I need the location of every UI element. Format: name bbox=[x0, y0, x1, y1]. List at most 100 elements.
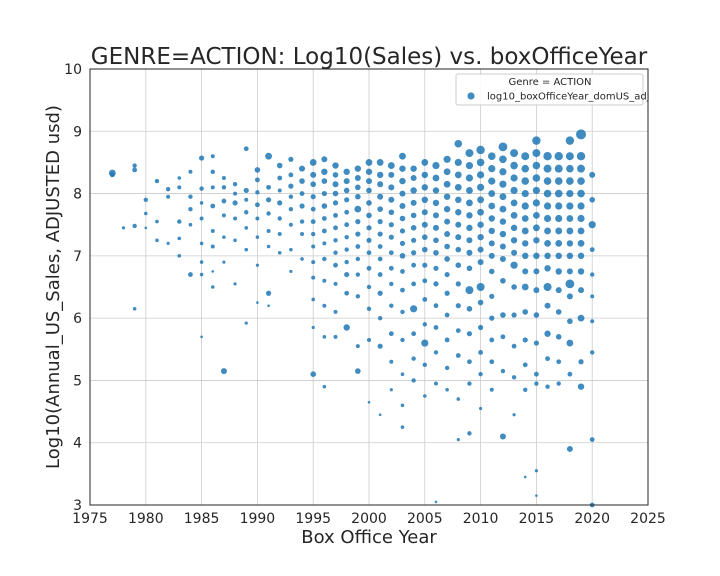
data-point bbox=[478, 372, 483, 377]
data-point bbox=[300, 257, 304, 261]
data-point bbox=[455, 209, 462, 216]
data-point bbox=[444, 337, 450, 343]
data-point bbox=[221, 185, 227, 190]
data-point bbox=[532, 149, 541, 158]
data-point bbox=[388, 222, 394, 228]
data-point bbox=[411, 237, 417, 243]
data-point bbox=[255, 177, 260, 183]
data-point bbox=[488, 190, 496, 197]
data-point bbox=[543, 189, 552, 198]
data-point bbox=[499, 433, 506, 440]
data-point bbox=[310, 371, 317, 378]
data-point bbox=[288, 206, 294, 212]
data-point bbox=[454, 183, 462, 191]
data-point bbox=[200, 335, 203, 339]
data-point bbox=[432, 212, 439, 219]
data-point bbox=[421, 221, 428, 228]
data-point bbox=[422, 322, 427, 327]
data-point bbox=[477, 171, 485, 179]
data-point bbox=[367, 337, 371, 342]
data-point bbox=[445, 387, 449, 392]
y-tick-label: 7 bbox=[73, 249, 82, 265]
data-point bbox=[276, 162, 283, 169]
data-point bbox=[222, 260, 226, 264]
data-point bbox=[366, 225, 372, 231]
data-point bbox=[488, 252, 495, 259]
data-point bbox=[533, 211, 540, 219]
data-point bbox=[443, 193, 451, 200]
data-point bbox=[321, 178, 328, 184]
data-point bbox=[265, 290, 272, 296]
data-point bbox=[467, 381, 472, 386]
data-point bbox=[299, 191, 305, 196]
data-point bbox=[321, 190, 327, 197]
data-point bbox=[377, 181, 384, 188]
data-point bbox=[511, 343, 517, 349]
x-tick-label: 2020 bbox=[574, 511, 610, 527]
data-point bbox=[188, 194, 193, 199]
data-point bbox=[465, 161, 474, 170]
data-point bbox=[288, 172, 294, 178]
data-point bbox=[421, 339, 429, 347]
data-point bbox=[254, 167, 261, 173]
data-point bbox=[465, 149, 474, 158]
data-point bbox=[510, 186, 518, 195]
data-point bbox=[433, 303, 439, 309]
data-point bbox=[456, 397, 461, 401]
data-point bbox=[154, 178, 160, 184]
data-point bbox=[400, 337, 405, 343]
data-point bbox=[210, 203, 216, 209]
data-point bbox=[565, 136, 575, 145]
data-point bbox=[511, 249, 518, 256]
data-point bbox=[444, 218, 451, 225]
data-point bbox=[543, 202, 552, 210]
data-point bbox=[355, 294, 361, 299]
data-point bbox=[566, 252, 574, 260]
data-point bbox=[277, 216, 282, 221]
data-point bbox=[199, 241, 204, 246]
data-point bbox=[355, 368, 361, 374]
data-point bbox=[411, 250, 417, 256]
data-point bbox=[499, 205, 507, 213]
data-point bbox=[522, 337, 528, 343]
data-point bbox=[310, 219, 316, 225]
data-point bbox=[322, 384, 327, 389]
data-point bbox=[232, 200, 238, 206]
data-point bbox=[388, 196, 395, 203]
data-point bbox=[421, 171, 428, 179]
data-point bbox=[533, 252, 540, 260]
data-point bbox=[354, 205, 362, 213]
data-point bbox=[132, 163, 137, 168]
data-point bbox=[511, 312, 517, 318]
data-point bbox=[534, 371, 539, 377]
data-point bbox=[410, 175, 417, 181]
data-point bbox=[377, 244, 383, 249]
data-point bbox=[534, 469, 539, 473]
data-point bbox=[533, 312, 540, 318]
data-point bbox=[221, 198, 227, 204]
data-point bbox=[121, 226, 126, 230]
x-tick-label: 1975 bbox=[72, 511, 108, 527]
data-point bbox=[220, 368, 227, 375]
data-point bbox=[589, 437, 595, 442]
data-point bbox=[488, 240, 495, 247]
chart-title: GENRE=ACTION: Log10(Sales) vs. boxOffice… bbox=[91, 44, 648, 70]
data-point bbox=[479, 406, 483, 411]
data-point bbox=[577, 214, 585, 223]
data-point bbox=[310, 206, 316, 212]
data-point bbox=[344, 271, 350, 278]
data-point bbox=[256, 301, 259, 304]
data-point bbox=[477, 208, 484, 216]
data-point bbox=[333, 225, 338, 231]
data-point bbox=[343, 187, 350, 194]
data-point bbox=[411, 331, 417, 337]
y-tick-label: 9 bbox=[73, 124, 82, 140]
data-point bbox=[421, 196, 428, 203]
data-point bbox=[366, 306, 372, 311]
legend: Genre = ACTION log10_boxOfficeYear_domUS… bbox=[455, 73, 650, 106]
data-point bbox=[577, 268, 585, 275]
data-point bbox=[400, 309, 405, 315]
data-point bbox=[210, 285, 215, 289]
data-point bbox=[422, 278, 428, 284]
data-point bbox=[577, 240, 585, 247]
